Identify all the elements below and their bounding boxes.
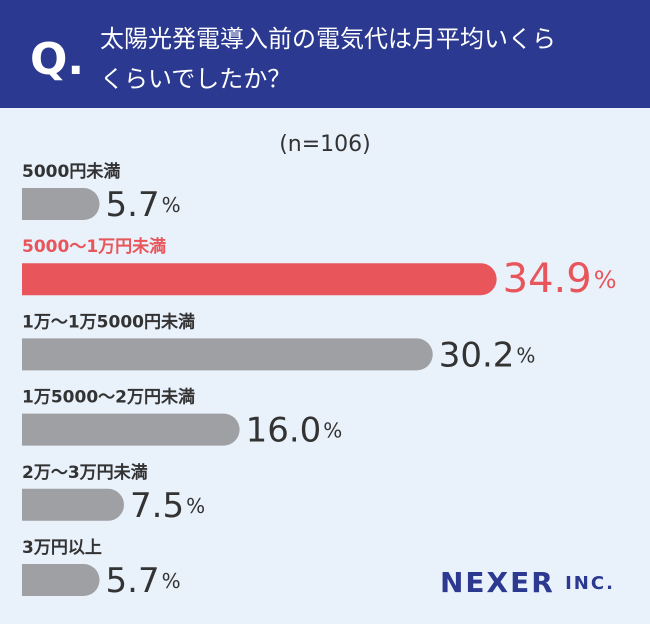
bar	[22, 263, 497, 296]
value-label: 34.9%	[503, 256, 617, 302]
value-label: 5.7%	[106, 185, 181, 225]
bar	[22, 188, 100, 220]
bar	[22, 488, 124, 521]
category-label: 1万5000〜2万円未満	[22, 387, 195, 408]
header	[0, 0, 650, 108]
title-line: くらいでしたか？	[100, 65, 291, 93]
bar	[22, 413, 240, 446]
category-label: 5000〜1万円未満	[22, 236, 166, 257]
brand-logo: NEXER INC.	[440, 566, 615, 599]
title-line: 太陽光発電導入前の電気代は月平均いくら	[100, 25, 556, 53]
category-label: 1万〜1万5000円未満	[22, 311, 195, 332]
value-label: 5.7%	[106, 561, 181, 601]
value-label: 30.2%	[439, 335, 536, 375]
subtitle: (n=106)	[279, 132, 371, 157]
value-label: 16.0%	[246, 410, 343, 450]
bar	[22, 564, 100, 596]
value-label: 7.5%	[130, 485, 205, 525]
bar	[22, 338, 433, 371]
category-label: 2万〜3万円未満	[22, 462, 148, 483]
question-marker: Q.	[30, 34, 84, 85]
category-label: 5000円未満	[22, 161, 120, 182]
category-label: 3万円以上	[22, 538, 102, 558]
